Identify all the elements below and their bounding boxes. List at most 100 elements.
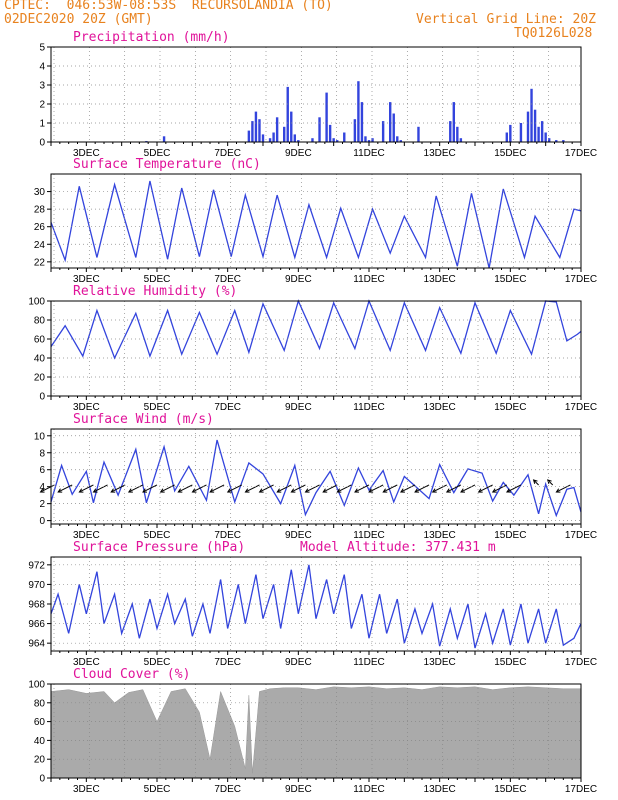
- panel-frame: [50, 173, 582, 269]
- x-tick-label: 3DEC: [73, 274, 100, 285]
- wind-arrow: [39, 484, 55, 493]
- wind-arrow: [506, 484, 522, 493]
- wind-arrow: [368, 484, 384, 493]
- x-tick-label: 15DEC: [494, 784, 526, 795]
- precip-bar: [251, 121, 254, 142]
- wind-arrow: [110, 484, 126, 493]
- header-model-code: TQ0126L028: [514, 26, 593, 41]
- precip-bar: [533, 109, 537, 142]
- header-station-line: CPTEC: 046:53W-08:53S RECURSOLANDIA (TO): [4, 0, 333, 13]
- precip-bar: [519, 123, 523, 142]
- wind-arrow: [382, 484, 398, 493]
- x-tick-label: 7DEC: [214, 274, 241, 285]
- y-tick-label: 8: [39, 448, 45, 459]
- wind-arrow: [532, 479, 539, 486]
- y-tick-label: 20: [34, 373, 46, 384]
- x-tick-label: 13DEC: [424, 530, 456, 541]
- x-tick-label: 9DEC: [285, 274, 312, 285]
- x-tick-label: 5DEC: [144, 274, 171, 285]
- panel-4: Surface Wind (m/s) 0 2 4 6 8 10 3DEC 5DEC 7DEC 9DE…: [34, 412, 597, 541]
- panel-title: Surface Temperature (nC): [73, 157, 261, 172]
- precip-bar: [417, 126, 420, 142]
- precip-bar: [286, 86, 289, 142]
- precip-bar: [456, 126, 459, 142]
- x-tick-label: 9DEC: [285, 402, 312, 413]
- precip-bar: [318, 117, 321, 142]
- panel-6: Cloud Cover (%) 0 20 40 60 80 100 3DEC 5DEC 7DEC 9…: [28, 667, 597, 795]
- precip-bar: [367, 140, 371, 142]
- wind-arrow: [546, 479, 554, 486]
- y-tick-label: 0: [39, 138, 45, 149]
- x-tick-label: 5DEC: [144, 402, 171, 413]
- series-line: [50, 299, 582, 360]
- x-tick-label: 13DEC: [424, 274, 456, 285]
- panel-frame: [50, 300, 582, 397]
- panel-title: Surface Wind (m/s): [73, 412, 214, 427]
- wind-arrow: [78, 484, 94, 493]
- panel-title: Precipitation (mm/h): [73, 30, 230, 45]
- y-tick-label: 4: [39, 482, 45, 493]
- y-tick-label: 968: [28, 600, 45, 611]
- precip-bar: [562, 140, 565, 142]
- panel-title: Relative Humidity (%): [73, 284, 237, 299]
- panel-title: Surface Pressure (hPa): [73, 540, 245, 555]
- y-tick-label: 6: [39, 465, 45, 476]
- y-tick-label: 0: [39, 392, 45, 403]
- y-tick-label: 966: [28, 619, 45, 630]
- x-tick-label: 9DEC: [285, 657, 312, 668]
- x-tick-label: 5DEC: [144, 657, 171, 668]
- x-tick-label: 13DEC: [424, 657, 456, 668]
- wind-arrow: [354, 484, 370, 493]
- precip-bar: [162, 136, 166, 142]
- y-tick-label: 26: [34, 222, 46, 233]
- precip-bar: [353, 119, 357, 142]
- precip-bar: [396, 136, 399, 142]
- x-tick-label: 3DEC: [73, 402, 100, 413]
- x-tick-label: 17DEC: [565, 148, 597, 159]
- panel-2: Surface Temperature (nC) 22 24 26 28 30 3DEC 5D…: [34, 157, 597, 285]
- precip-bar: [254, 111, 258, 142]
- precip-bar: [555, 140, 558, 142]
- x-tick-label: 17DEC: [565, 274, 597, 285]
- x-tick-label: 15DEC: [494, 530, 526, 541]
- x-tick-label: 17DEC: [565, 530, 597, 541]
- wind-arrow: [177, 484, 193, 493]
- wind-arrow: [142, 484, 158, 493]
- x-tick-label: 13DEC: [424, 784, 456, 795]
- precip-bar: [509, 124, 512, 142]
- wind-arrow: [127, 484, 144, 493]
- y-tick-label: 60: [34, 335, 46, 346]
- precip-bar: [364, 136, 367, 142]
- precip-bar: [275, 117, 279, 142]
- wind-arrow: [258, 484, 274, 493]
- wind-arrow: [244, 484, 260, 493]
- precip-bar: [297, 140, 300, 142]
- x-tick-label: 11DEC: [353, 402, 385, 413]
- y-tick-label: 28: [34, 205, 46, 216]
- panel-3: Relative Humidity (%) 0 20 40 60 80 100 3DEC 5DE…: [28, 284, 597, 413]
- precip-bar: [357, 81, 360, 142]
- wind-arrow: [400, 484, 416, 493]
- precip-bar: [261, 134, 265, 142]
- precip-bar: [293, 134, 296, 142]
- y-tick-label: 2: [39, 499, 45, 510]
- x-tick-label: 7DEC: [214, 657, 241, 668]
- x-tick-label: 5DEC: [144, 148, 171, 159]
- y-tick-label: 964: [28, 639, 45, 650]
- x-tick-label: 7DEC: [214, 148, 241, 159]
- wind-arrow: [491, 484, 508, 493]
- precip-bar: [544, 132, 547, 142]
- series-line: [50, 439, 582, 518]
- x-tick-label: 3DEC: [73, 530, 100, 541]
- panel-frame: [50, 428, 582, 525]
- header-run-time: 02DEC2020 20Z (GMT): [4, 12, 153, 27]
- series-line: [50, 564, 582, 649]
- y-tick-label: 40: [34, 354, 46, 365]
- x-tick-label: 3DEC: [73, 148, 100, 159]
- y-tick-label: 0: [39, 516, 45, 527]
- precip-bar: [272, 132, 275, 142]
- wind-arrow: [555, 484, 571, 493]
- precip-bar: [336, 140, 339, 142]
- x-tick-label: 7DEC: [214, 784, 241, 795]
